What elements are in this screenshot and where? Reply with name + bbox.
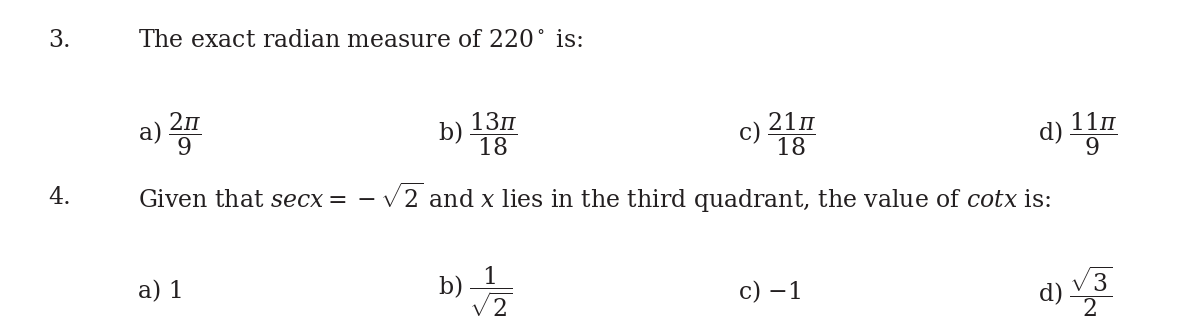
Text: Given that $\mathit{sec}x = -\sqrt{2}$ and $x$ lies in the third quadrant, the v: Given that $\mathit{sec}x = -\sqrt{2}$ a…	[138, 181, 1051, 215]
Text: 4.: 4.	[48, 186, 71, 209]
Text: 3.: 3.	[48, 29, 71, 52]
Text: b) $\dfrac{13\pi}{18}$: b) $\dfrac{13\pi}{18}$	[438, 110, 517, 158]
Text: b) $\dfrac{1}{\sqrt{2}}$: b) $\dfrac{1}{\sqrt{2}}$	[438, 264, 512, 319]
Text: a) $\dfrac{2\pi}{9}$: a) $\dfrac{2\pi}{9}$	[138, 110, 202, 158]
Text: a) 1: a) 1	[138, 280, 184, 303]
Text: c) $\dfrac{21\pi}{18}$: c) $\dfrac{21\pi}{18}$	[738, 110, 816, 158]
Text: d) $\dfrac{11\pi}{9}$: d) $\dfrac{11\pi}{9}$	[1038, 110, 1117, 158]
Text: The exact radian measure of $220^\circ$ is:: The exact radian measure of $220^\circ$ …	[138, 29, 583, 52]
Text: c) $-1$: c) $-1$	[738, 278, 802, 305]
Text: d) $\dfrac{\sqrt{3}}{2}$: d) $\dfrac{\sqrt{3}}{2}$	[1038, 264, 1112, 319]
